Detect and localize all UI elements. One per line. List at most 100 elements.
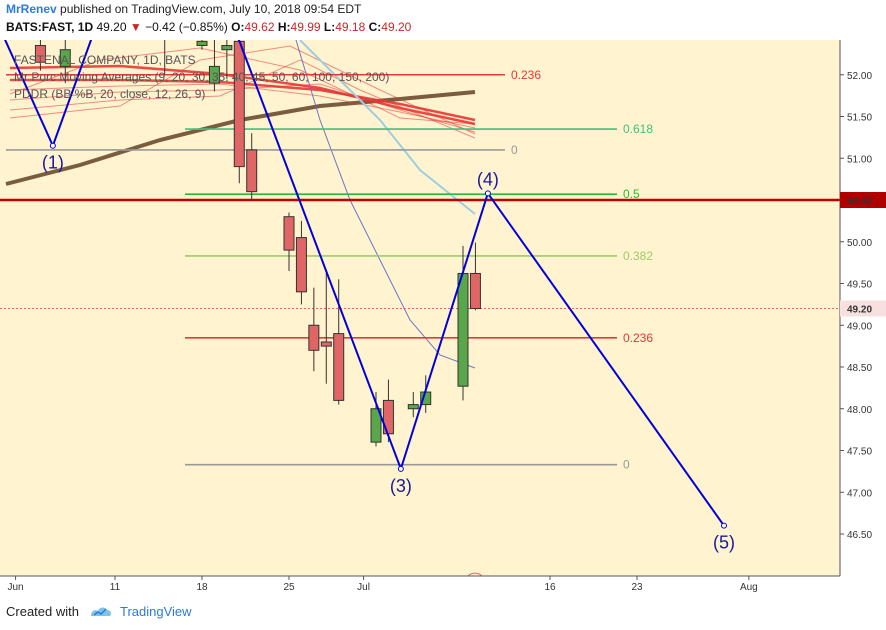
candle-body <box>308 324 320 351</box>
wave-point <box>49 142 56 149</box>
legend-symbol[interactable]: FASTENAL COMPANY, 1D, BATS <box>14 53 196 67</box>
candle-body <box>469 272 481 310</box>
candle-body <box>283 216 295 251</box>
legend-moving-averages[interactable]: Mr Porc Moving Averages (9, 20, 30, 35, … <box>14 70 389 84</box>
last-price: 49.20 <box>96 20 127 34</box>
candle-body <box>160 25 170 33</box>
candle-body <box>233 40 245 168</box>
candle-body <box>370 408 382 443</box>
created-with-label: Created with <box>6 604 79 619</box>
time-tick-label: 25 <box>283 582 295 593</box>
open-value: 49.62 <box>244 20 275 34</box>
ma-red-line <box>9 83 476 133</box>
ma-red-line <box>9 45 476 135</box>
candle-body <box>407 404 419 410</box>
price-tick-label: 49.50 <box>847 280 872 291</box>
symbol-label: BATS:FAST, 1D <box>6 20 94 34</box>
elliott-wave: (1) (3) (4) (5) E <box>4 40 735 590</box>
footer: Created with TradingView <box>6 604 192 621</box>
price-label-box <box>840 300 886 317</box>
wave-label-5: (5) <box>713 533 735 553</box>
fib-label-0: 0 <box>511 143 518 157</box>
ma-lightblue-line <box>299 40 476 215</box>
ma-red-line <box>9 64 476 126</box>
time-tick-label: 23 <box>631 582 643 593</box>
candle <box>308 287 320 372</box>
ma-red-line <box>9 59 476 139</box>
price-tick-label: 52.00 <box>847 71 872 82</box>
ma-red-line <box>10 78 476 122</box>
price-tick-label: 51.00 <box>847 154 872 165</box>
price-tick-label: 47.00 <box>847 488 872 499</box>
candle-body <box>295 237 307 293</box>
candle <box>160 25 170 75</box>
earnings-event-label: E <box>471 578 478 590</box>
wave-point <box>721 522 727 529</box>
high-value: 49.99 <box>290 20 321 34</box>
candle-body <box>34 45 46 63</box>
price-tick-label: 47.50 <box>847 447 872 458</box>
candle-body <box>246 149 258 193</box>
wave-point <box>484 190 491 197</box>
candle <box>295 220 307 305</box>
candle-body <box>196 40 208 47</box>
time-tick-label: Jun <box>8 582 24 593</box>
price-tick-label: 48.00 <box>847 405 872 416</box>
time-tick-label: Jul <box>357 582 370 593</box>
low-label: L: <box>323 20 336 34</box>
high-label: H: <box>277 20 291 34</box>
low-value: 49.18 <box>335 20 366 34</box>
wave-point <box>397 465 404 472</box>
price-tick-label: 49.00 <box>847 321 872 332</box>
candle <box>320 270 332 384</box>
candle-body <box>320 341 332 347</box>
fib-label-0.618: 0.618 <box>623 122 653 136</box>
open-label: O: <box>231 20 245 34</box>
earnings-event-icon <box>467 572 483 576</box>
time-tick-label: 16 <box>544 582 556 593</box>
candle <box>196 40 208 50</box>
fib-label-0.382: 0.382 <box>623 249 653 263</box>
ma-red-line <box>9 47 476 125</box>
time-axis[interactable]: Jun 11 18 25 Jul 16 23 Aug <box>0 575 840 593</box>
time-tick-label: 18 <box>196 582 208 593</box>
legend-pddr[interactable]: PDDR (BB %B, 20, close, 12, 26, 9) <box>14 87 205 101</box>
down-arrow-icon: ▼ <box>129 20 142 34</box>
price-label-box <box>840 192 886 208</box>
candle <box>469 242 481 311</box>
ohlc-bar: BATS:FAST, 1D 49.20 ▼ −0.42 (−0.85%) O:4… <box>6 20 411 34</box>
wave-label-1: (1) <box>42 153 64 173</box>
candle <box>283 212 295 271</box>
candle <box>407 392 419 418</box>
candle <box>34 40 46 71</box>
ma-blue-line <box>295 40 476 369</box>
author-name[interactable]: MrRenev <box>6 2 57 16</box>
price-axis[interactable]: 46.50 47.00 47.50 48.00 48.50 49.00 49.50 50.00… <box>839 40 886 576</box>
candle-body <box>457 272 469 387</box>
price-change: −0.42 (−0.85%) <box>145 20 228 34</box>
fib-label-0.5: 0.5 <box>623 187 640 201</box>
time-tick-label: 11 <box>110 582 121 593</box>
close-value: 49.20 <box>381 20 412 34</box>
fib-label-0.236: 0.236 <box>623 331 653 345</box>
tradingview-link[interactable]: TradingView <box>120 604 192 619</box>
publish-info: published on TradingView.com, July 10, 2… <box>60 2 362 16</box>
time-tick-label: Aug <box>740 582 758 593</box>
plot-area[interactable] <box>0 40 840 576</box>
price-tick-label: 48.50 <box>847 363 872 374</box>
candle-body <box>333 333 345 401</box>
price-tick-label: 51.50 <box>847 113 872 124</box>
price-label-50.50: 50.50 <box>847 196 872 207</box>
price-tick-label: 46.50 <box>847 530 872 541</box>
wave-label-4: (4) <box>477 169 499 189</box>
price-tick-label: 50.00 <box>847 238 872 249</box>
candle-body <box>59 49 71 67</box>
tradingview-logo-icon <box>89 604 113 621</box>
close-label: C: <box>368 20 382 34</box>
price-label-49.20: 49.20 <box>847 305 872 316</box>
ma-red-line <box>9 83 476 129</box>
candle <box>221 40 233 79</box>
moving-averages <box>5 40 476 369</box>
candle <box>59 40 71 84</box>
